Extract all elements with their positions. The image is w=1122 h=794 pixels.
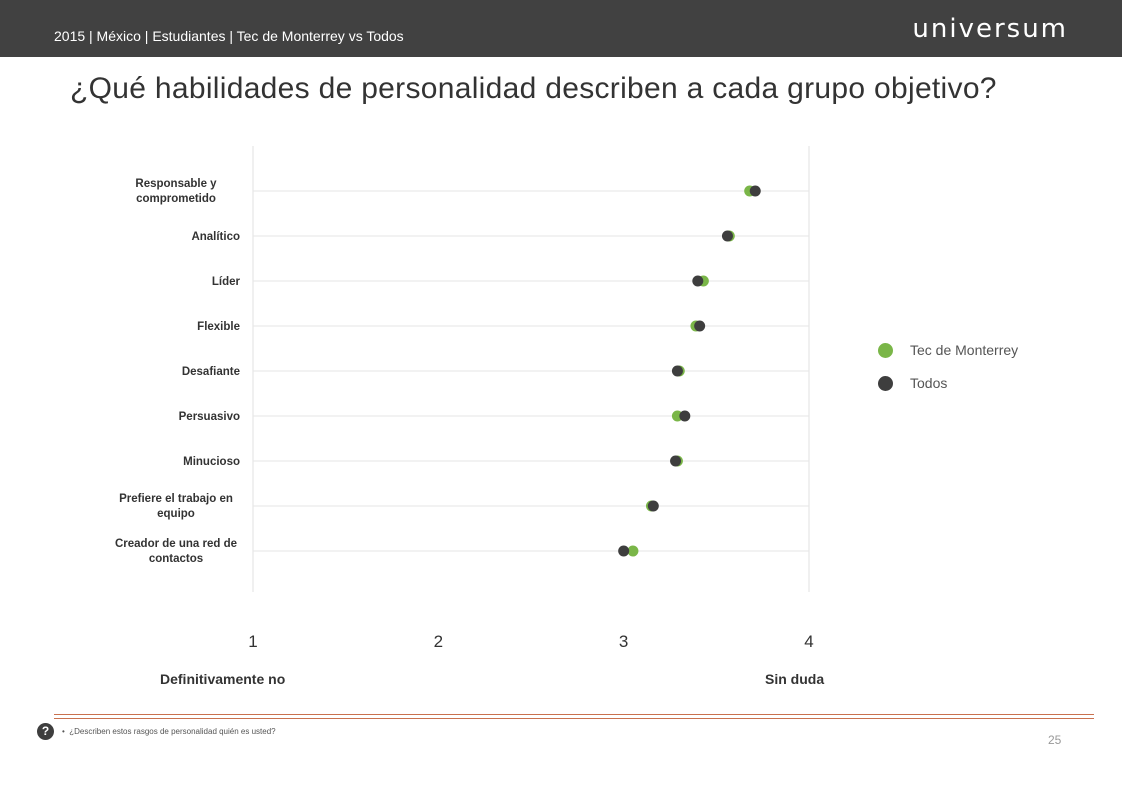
page-number: 25 [1048,733,1061,747]
data-point-todos [648,501,659,512]
category-label: Creador de una red de contactos [115,538,237,565]
axis-high-label: Sin duda [765,671,824,687]
category-label: Líder [212,276,241,288]
legend-label-todos: Todos [910,375,947,391]
footer-divider [54,714,1094,715]
data-point-todos [670,456,681,467]
footer-note-text: ¿Describen estos rasgos de personalidad … [69,727,275,736]
data-point-todos [750,186,761,197]
data-point-todos [692,276,703,287]
category-label: Minucioso [183,456,240,468]
question-icon: ? [37,723,54,740]
data-point-todos [618,546,629,557]
x-tick-label: 2 [434,632,443,651]
data-point-todos [672,366,683,377]
data-point-todos [679,411,690,422]
category-label: Flexible [197,321,240,333]
category-label: Responsable y comprometido [135,178,217,205]
legend-swatch-todos [878,376,893,391]
x-tick-label: 1 [248,632,257,651]
data-point-todos [694,321,705,332]
footer-note: • ¿Describen estos rasgos de personalida… [62,727,276,736]
x-tick-label: 4 [804,632,813,651]
x-tick-label: 3 [619,632,628,651]
category-label: Desafiante [182,366,240,378]
category-label: Analítico [191,231,240,243]
category-label: Prefiere el trabajo en equipo [119,493,233,520]
legend-label-tec: Tec de Monterrey [910,342,1018,358]
legend-swatch-tec [878,343,893,358]
axis-low-label: Definitivamente no [160,671,285,687]
data-point-todos [722,231,733,242]
category-label: Persuasivo [179,411,240,423]
footer-divider-2 [54,718,1094,719]
